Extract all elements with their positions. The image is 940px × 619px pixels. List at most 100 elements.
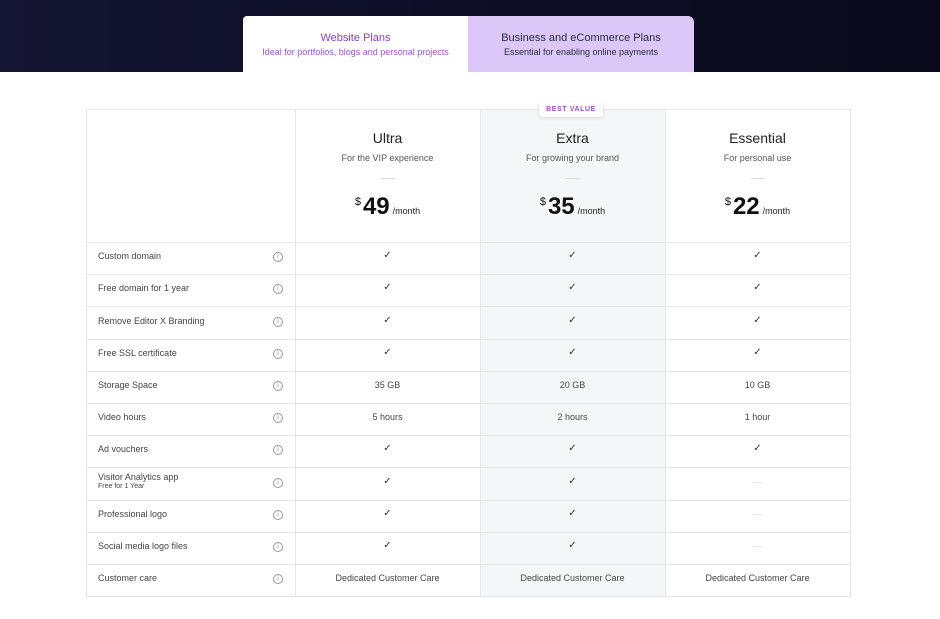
check-icon: ✓ [568,443,577,455]
feature-label: Remove Editor X Branding [98,316,205,326]
plan-price: $ 49 /month [295,193,480,221]
feature-value: Dedicated Customer Care [705,573,810,584]
check-icon: ✓ [383,346,392,358]
check-icon: ✓ [383,507,392,519]
feature-name: Video hours [98,412,146,423]
currency-symbol: $ [724,196,731,208]
currency-symbol: $ [539,196,546,208]
feature-value: 20 GB [559,379,586,390]
divider [381,178,395,179]
feature-name: Social media logo files [98,540,188,551]
check-icon: ✓ [383,475,392,487]
row-divider [87,403,850,404]
check-icon: ✓ [568,282,577,294]
price-period: /month [762,206,791,216]
info-icon[interactable]: i [273,284,283,295]
plan-price: $ 22 /month [665,193,850,221]
dash-icon: — [753,508,762,519]
row-divider [87,467,850,469]
tab-website-plans-subtitle: Ideal for portfolios, blogs and personal… [262,46,449,57]
info-icon[interactable]: i [273,541,283,552]
divider [566,178,580,179]
feature-name: Visitor Analytics app [98,471,179,482]
best-value-badge: BEST VALUE [539,101,603,117]
plan-price: $ 35 /month [480,193,665,221]
check-icon: ✓ [568,507,577,519]
plan-ultra: Ultra For the VIP experience $ 49 /month [295,109,480,241]
plan-name: Essential [729,130,786,146]
info-icon[interactable]: i [273,445,283,456]
feature-label: Visitor Analytics app Free for 1 Year [98,472,178,490]
tab-business-plans-title: Business and eCommerce Plans [501,31,661,44]
feature-sublabel: Free for 1 Year [98,482,145,490]
row-divider [87,274,850,276]
tab-business-plans[interactable]: Business and eCommerce Plans Essential f… [468,16,694,72]
check-icon: ✓ [383,282,392,294]
check-icon: ✓ [568,314,577,326]
feature-name: Storage Space [98,379,158,390]
feature-name: Remove Editor X Branding [98,315,205,326]
feature-label: Ad vouchers [98,444,148,454]
row-divider [87,242,850,243]
feature-name: Custom domain [98,251,162,262]
info-icon[interactable]: i [273,413,283,424]
price-period: /month [392,206,421,216]
comparison-table [86,109,851,597]
column-divider [665,110,666,596]
feature-value: Dedicated Customer Care [335,573,440,584]
row-divider [87,370,850,372]
info-icon[interactable]: i [273,477,283,488]
row-divider [87,564,850,565]
feature-value: 5 hours [372,412,403,423]
plan-description: For growing your brand [525,153,620,163]
feature-name: Free SSL certificate [98,347,177,358]
price-amount: 49 [362,193,390,220]
info-icon[interactable]: i [273,509,283,520]
check-icon: ✓ [568,539,577,551]
row-divider [87,499,850,501]
row-divider [87,531,850,533]
column-divider [295,110,296,596]
dash-icon: — [753,476,762,487]
divider [751,178,765,179]
feature-value: Dedicated Customer Care [520,573,625,584]
feature-value: 35 GB [374,379,401,390]
currency-symbol: $ [354,196,361,208]
plan-extra: Extra For growing your brand $ 35 /month [480,109,665,241]
info-icon[interactable]: i [273,348,283,359]
dash-icon: — [753,540,762,551]
info-icon[interactable]: i [273,316,283,327]
info-icon[interactable]: i [273,252,283,263]
feature-value: 10 GB [744,379,771,390]
feature-label: Social media logo files [98,541,188,551]
price-amount: 22 [732,193,760,220]
check-icon: ✓ [383,250,392,262]
plan-name: Ultra [372,130,403,146]
plan-description: For personal use [723,153,792,163]
check-icon: ✓ [753,314,762,326]
info-icon[interactable]: i [273,380,283,391]
highlight-column [481,110,666,596]
row-divider [87,338,850,340]
check-icon: ✓ [383,314,392,326]
info-icon[interactable]: i [273,574,283,585]
tab-business-plans-subtitle: Essential for enabling online payments [503,46,659,57]
feature-label: Free domain for 1 year [98,283,189,293]
feature-label: Video hours [98,412,146,422]
column-divider [480,110,481,596]
feature-value: 1 hour [744,412,771,423]
row-divider [87,306,850,308]
plan-description: For the VIP experience [341,153,434,163]
feature-label: Custom domain [98,251,161,261]
feature-label: Storage Space [98,380,158,390]
feature-name: Professional logo [98,508,168,519]
check-icon: ✓ [383,443,392,455]
check-icon: ✓ [568,346,577,358]
feature-label: Free SSL certificate [98,348,177,358]
check-icon: ✓ [753,250,762,262]
tab-website-plans[interactable]: Website Plans Ideal for portfolios, blog… [243,16,468,72]
feature-name: Free domain for 1 year [98,283,190,294]
price-amount: 35 [547,193,575,220]
tab-website-plans-title: Website Plans [320,31,391,44]
feature-label: Professional logo [98,509,167,519]
